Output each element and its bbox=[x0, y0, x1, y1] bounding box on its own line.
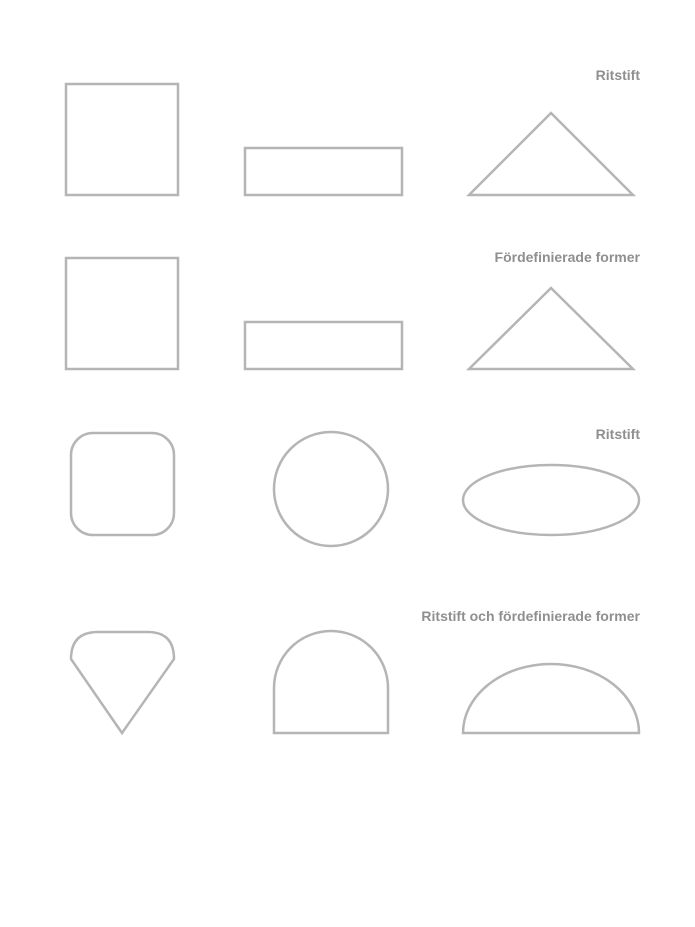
square-shape[interactable] bbox=[64, 82, 180, 197]
row-3: Ritstift bbox=[69, 426, 641, 548]
row-1: Ritstift bbox=[64, 67, 641, 197]
arch-shape[interactable] bbox=[272, 629, 390, 735]
row-2-label: Fördefinierade former bbox=[495, 249, 641, 265]
rounded-square-shape[interactable] bbox=[69, 431, 176, 537]
triangle-shape[interactable] bbox=[465, 286, 637, 371]
square-shape[interactable] bbox=[64, 256, 180, 371]
triangle-shape[interactable] bbox=[465, 111, 637, 197]
row-1-label: Ritstift bbox=[596, 67, 641, 83]
rectangle-shape[interactable] bbox=[243, 146, 404, 197]
ellipse-shape[interactable] bbox=[461, 463, 641, 537]
row-2: Fördefinierade former bbox=[64, 249, 641, 371]
row-4: Ritstift och fördefinierade former bbox=[69, 608, 641, 736]
circle-shape[interactable] bbox=[272, 430, 390, 548]
rectangle-shape[interactable] bbox=[243, 320, 404, 371]
half-ellipse-shape[interactable] bbox=[461, 662, 641, 735]
row-4-label: Ritstift och fördefinierade former bbox=[421, 608, 640, 624]
row-3-label: Ritstift bbox=[596, 426, 641, 442]
gem-shape[interactable] bbox=[69, 630, 176, 736]
